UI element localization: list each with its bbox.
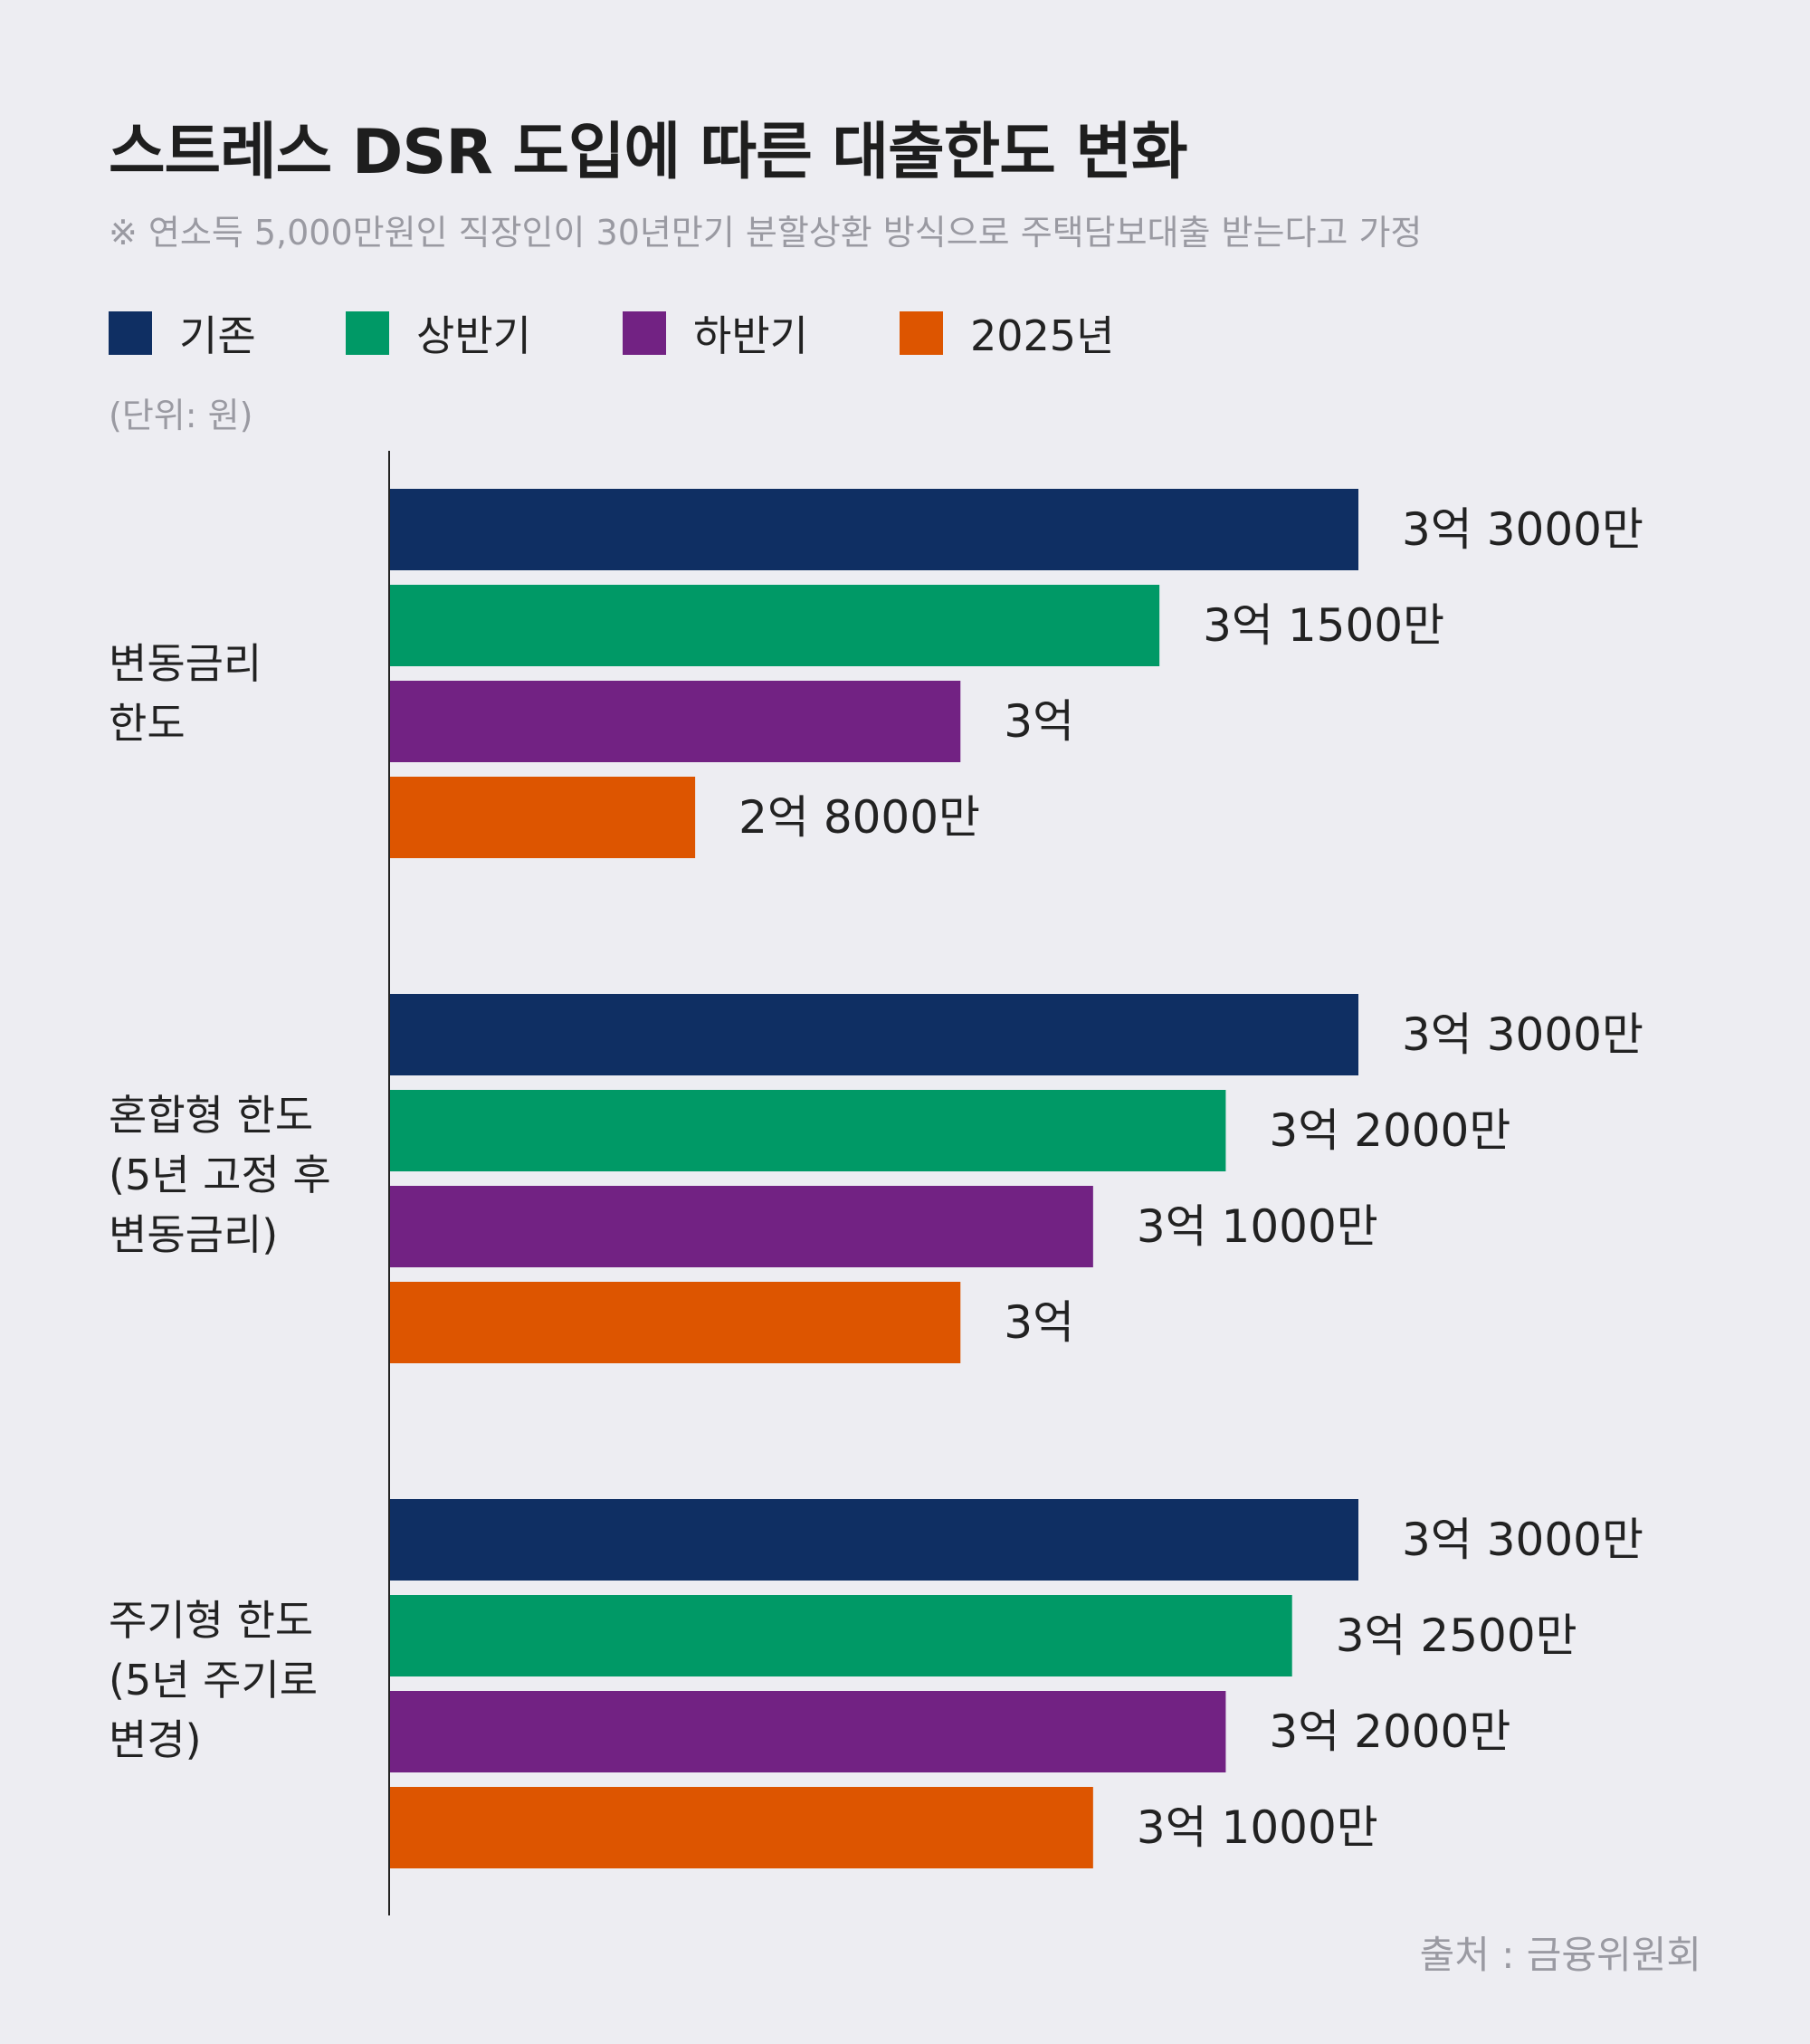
legend-label-상반기: 상반기 <box>416 311 531 360</box>
data-label-상반기-2: 3억 2500만 <box>1336 1609 1577 1662</box>
bar-하반기-2 <box>390 1691 1226 1772</box>
legend-item-하반기: 하반기 <box>623 306 808 360</box>
legend-item-2025년: 2025년 <box>900 306 1114 360</box>
legend-swatch-상반기 <box>346 311 389 355</box>
bar-기존-2 <box>390 1499 1358 1581</box>
category-label-line: 변동금리 <box>109 639 262 688</box>
legend-item-기존: 기존 <box>109 306 256 360</box>
data-label-2025년-2: 3억 1000만 <box>1137 1801 1378 1854</box>
bar-2025년-1 <box>390 1282 961 1363</box>
data-label-기존-0: 3억 3000만 <box>1402 503 1643 556</box>
bar-상반기-0 <box>390 585 1160 666</box>
chart-subtitle: ※ 연소득 5,000만원인 직장인이 30년만기 분할상환 방식으로 주택담보… <box>109 213 1423 253</box>
category-label-line: 주기형 한도 <box>109 1596 314 1645</box>
legend-item-상반기: 상반기 <box>346 306 531 360</box>
data-label-상반기-0: 3억 1500만 <box>1203 599 1444 652</box>
data-label-하반기-0: 3억 <box>1004 695 1074 748</box>
data-label-2025년-1: 3억 <box>1004 1296 1074 1349</box>
legend-label-기존: 기존 <box>179 311 256 360</box>
bar-하반기-1 <box>390 1186 1093 1267</box>
category-label-line: (5년 주기로 <box>109 1656 319 1705</box>
bar-2025년-0 <box>390 777 696 858</box>
legend-label-2025년: 2025년 <box>970 311 1115 360</box>
category-label-line: 한도 <box>109 699 186 748</box>
data-label-기존-2: 3억 3000만 <box>1402 1514 1643 1566</box>
data-label-하반기-2: 3억 2000만 <box>1269 1705 1510 1758</box>
category-label-1: 혼합형 한도 (5년 고정 후 변동금리) <box>109 1085 380 1265</box>
data-label-2025년-0: 2억 8000만 <box>738 791 980 844</box>
legend-swatch-2025년 <box>900 311 943 355</box>
legend-label-하반기: 하반기 <box>693 311 808 360</box>
category-label-line: 변동금리) <box>109 1210 279 1259</box>
bar-상반기-1 <box>390 1090 1226 1171</box>
category-label-0: 변동금리 한도 <box>109 634 380 753</box>
data-label-기존-1: 3억 3000만 <box>1402 1008 1643 1061</box>
legend-swatch-기존 <box>109 311 152 355</box>
data-label-하반기-1: 3억 1000만 <box>1137 1200 1378 1253</box>
legend-swatch-하반기 <box>623 311 666 355</box>
data-label-상반기-1: 3억 2000만 <box>1269 1104 1510 1157</box>
unit-label: (단위: 원) <box>109 396 253 435</box>
category-label-line: 혼합형 한도 <box>109 1091 314 1140</box>
bar-기존-0 <box>390 489 1358 570</box>
category-label-2: 주기형 한도 (5년 주기로 변경) <box>109 1590 380 1770</box>
chart-title: 스트레스 DSR 도입에 따른 대출한도 변화 <box>109 117 1188 188</box>
bar-기존-1 <box>390 994 1358 1075</box>
category-label-line: 변경) <box>109 1715 202 1764</box>
bar-상반기-2 <box>390 1595 1292 1676</box>
bar-2025년-2 <box>390 1787 1093 1868</box>
category-label-line: (5년 고정 후 <box>109 1151 331 1199</box>
source-label: 출처 : 금융위원회 <box>1419 1933 1701 1977</box>
bar-하반기-0 <box>390 681 961 762</box>
